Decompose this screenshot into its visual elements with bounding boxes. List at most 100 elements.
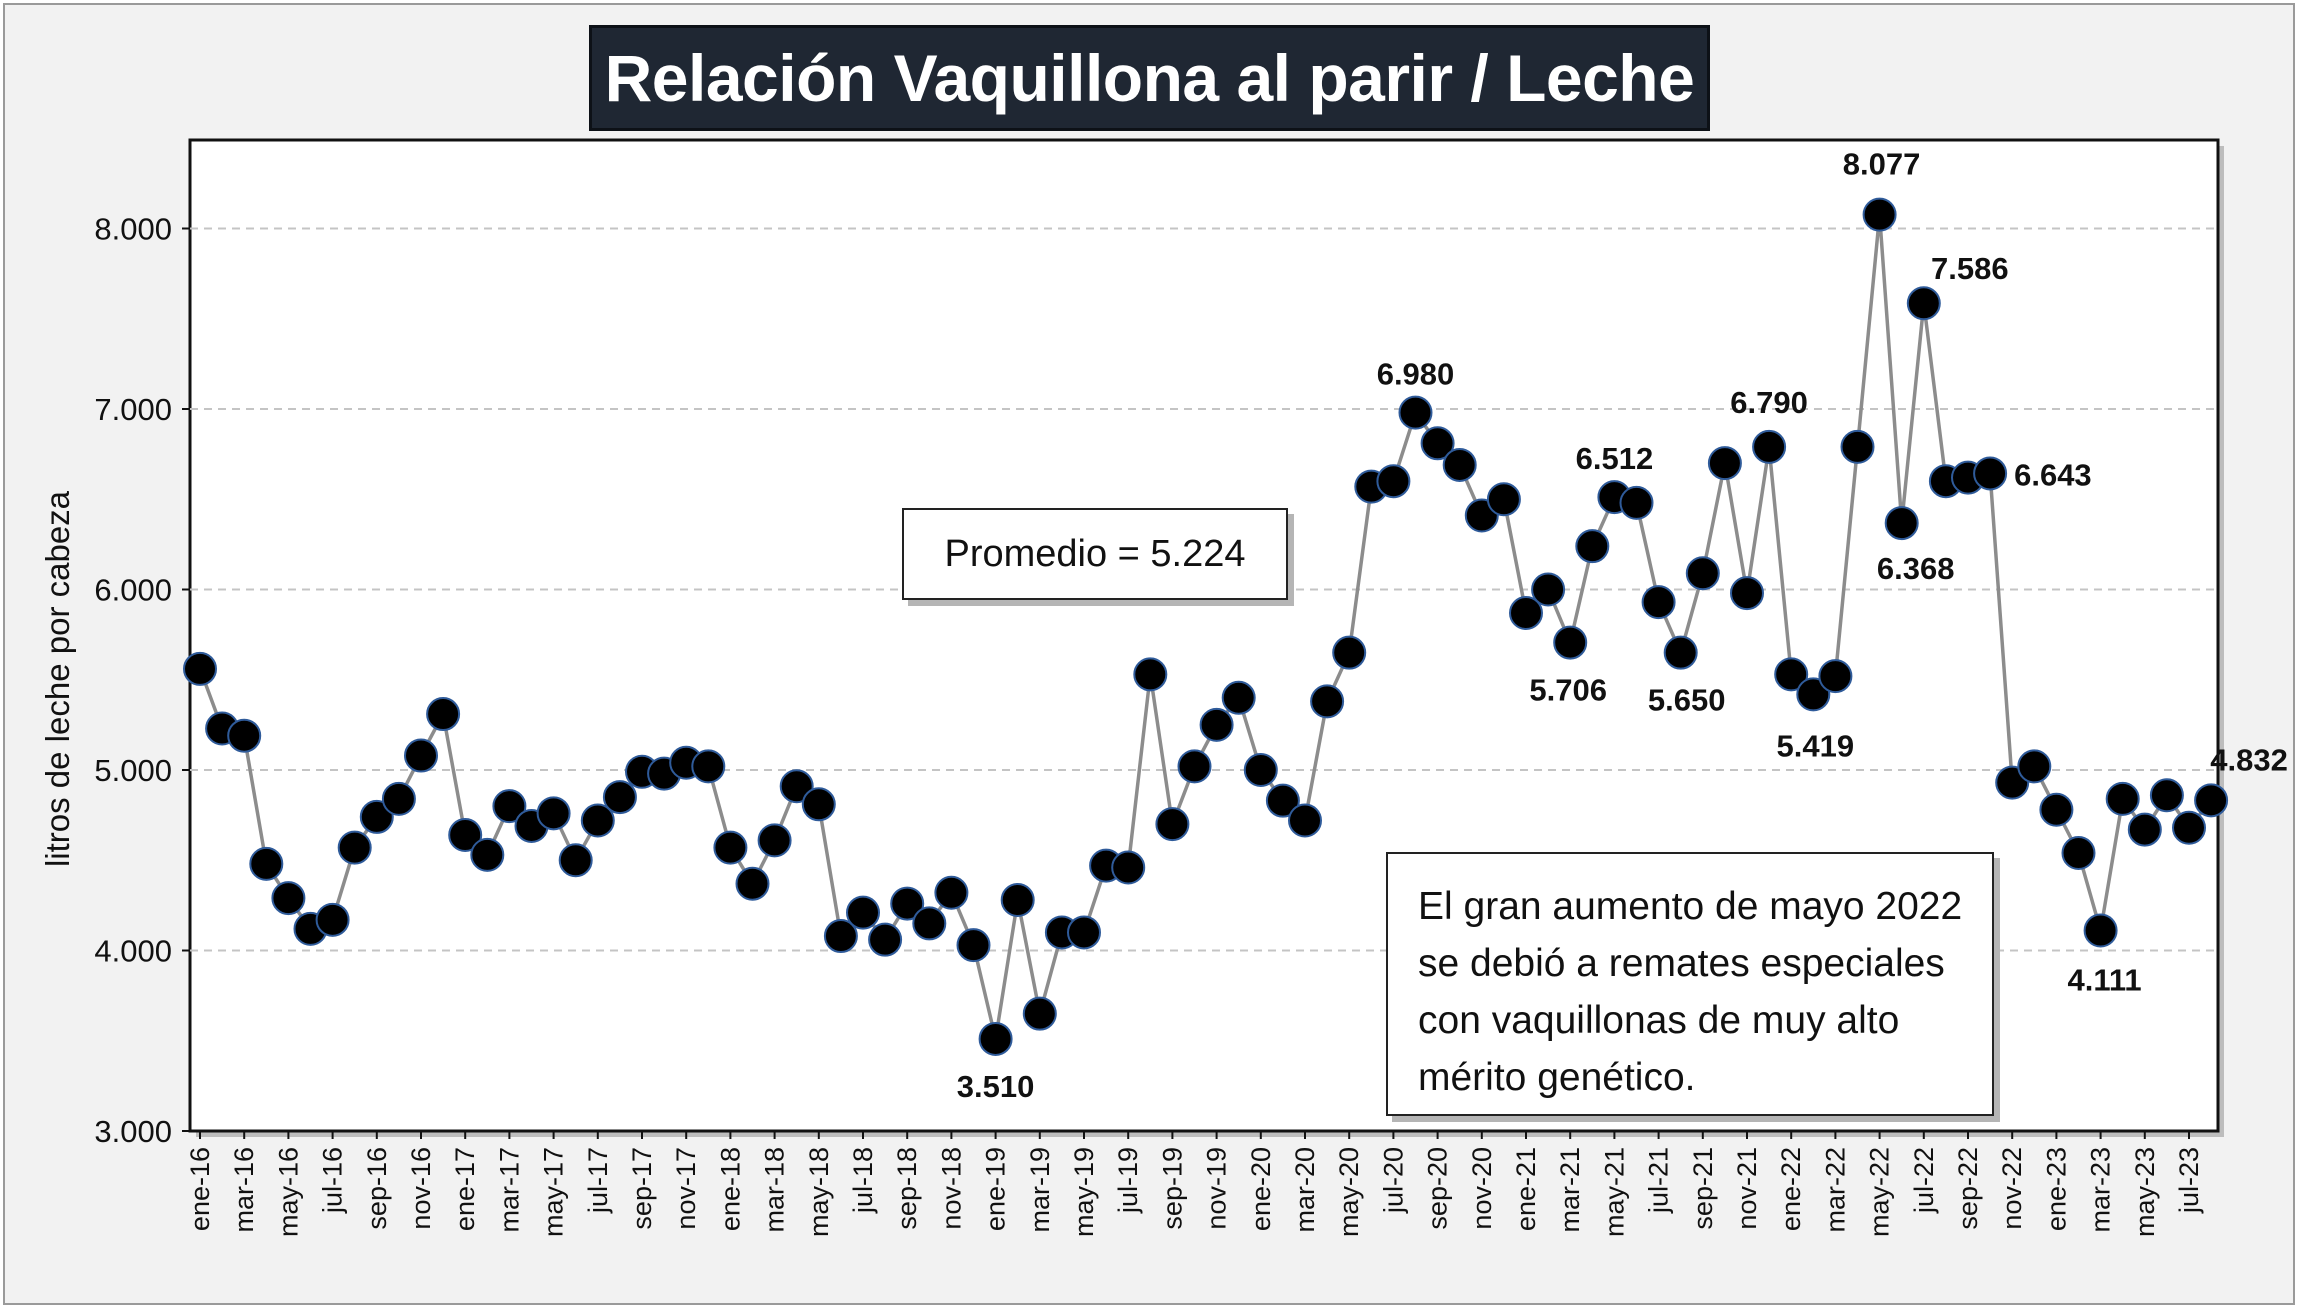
explanation-note: El gran aumento de mayo 2022 se debió a …	[1386, 852, 1994, 1116]
data-point	[2127, 812, 2162, 847]
data-point	[2017, 749, 2052, 784]
data-point	[492, 789, 527, 824]
data-point	[1796, 677, 1831, 712]
data-point	[1243, 753, 1278, 787]
data-point	[868, 922, 903, 957]
x-tick-label: sep-16	[362, 1147, 392, 1230]
data-point	[1575, 529, 1610, 564]
data-point	[1685, 556, 1720, 591]
data-point	[2149, 778, 2184, 813]
x-tick-label: nov-22	[1997, 1147, 2027, 1230]
x-tick-label: mar-18	[760, 1147, 790, 1233]
x-tick-label: nov-19	[1202, 1147, 1232, 1230]
data-point	[359, 799, 394, 834]
x-tick-label: jul-20	[1378, 1147, 1408, 1214]
data-point	[1442, 447, 1477, 482]
data-point	[934, 875, 969, 910]
x-tick-label: sep-19	[1157, 1147, 1187, 1230]
data-point	[2194, 783, 2229, 818]
data-point	[691, 749, 726, 784]
data-point	[2061, 836, 2096, 871]
data-point	[1265, 783, 1300, 818]
x-tick-label: ene-22	[1776, 1147, 1806, 1231]
x-tick-label: ene-19	[981, 1147, 1011, 1231]
data-point	[2039, 792, 2074, 827]
data-point	[1752, 429, 1787, 464]
data-point	[1509, 595, 1543, 630]
x-tick-label: sep-21	[1688, 1147, 1718, 1230]
x-tick-label: nov-17	[671, 1147, 701, 1230]
data-point	[470, 837, 505, 872]
data-point	[1818, 659, 1853, 694]
y-axis-label: litros de leche por cabeza	[39, 490, 76, 868]
data-point	[2083, 913, 2118, 948]
data-point	[404, 738, 438, 773]
data-point	[602, 780, 637, 815]
data-point	[1774, 657, 1809, 692]
data-point	[1420, 426, 1455, 461]
data-point	[978, 1021, 1013, 1056]
x-tick-label: may-21	[1599, 1147, 1629, 1237]
data-label: 6.368	[1877, 551, 1955, 586]
y-tick-label: 6.000	[94, 573, 172, 608]
data-point	[183, 651, 217, 686]
data-label: 7.586	[1931, 251, 2009, 286]
data-point	[448, 817, 483, 852]
data-point	[249, 846, 284, 881]
data-point	[779, 769, 814, 804]
data-label: 5.419	[1777, 728, 1855, 763]
data-point	[1553, 625, 1588, 660]
data-point	[558, 843, 593, 878]
data-point	[1155, 807, 1190, 842]
x-tick-label: sep-17	[627, 1147, 657, 1230]
data-point	[1641, 585, 1676, 620]
x-tick-label: mar-16	[229, 1147, 259, 1233]
data-label: 6.980	[1377, 357, 1455, 392]
x-tick-label: mar-20	[1290, 1147, 1320, 1233]
x-tick-label: jul-21	[1644, 1147, 1674, 1214]
data-label: 4.111	[2068, 962, 2142, 997]
data-point	[536, 796, 571, 831]
y-tick-label: 8.000	[94, 212, 172, 247]
x-tick-label: sep-18	[892, 1147, 922, 1230]
x-tick-label: may-23	[2130, 1147, 2160, 1237]
x-tick-label: nov-16	[406, 1147, 436, 1230]
data-point	[381, 781, 416, 816]
x-tick-label: ene-23	[2041, 1147, 2071, 1231]
data-point	[227, 718, 262, 753]
data-label: 4.832	[2210, 742, 2288, 777]
data-point	[1000, 882, 1035, 917]
x-tick-label: sep-22	[1953, 1147, 1983, 1230]
data-point	[801, 787, 836, 822]
x-tick-label: nov-21	[1732, 1147, 1762, 1230]
x-tick-label: mar-22	[1820, 1147, 1850, 1233]
data-point	[1707, 446, 1742, 481]
data-point	[1973, 456, 2008, 491]
data-point	[1906, 286, 1941, 321]
data-label: 5.706	[1529, 673, 1607, 708]
data-label: 5.650	[1648, 683, 1726, 718]
data-point	[271, 881, 306, 916]
x-tick-label: ene-17	[450, 1147, 480, 1231]
average-annotation: Promedio = 5.224	[902, 508, 1288, 600]
x-tick-label: mar-19	[1025, 1147, 1055, 1233]
data-point	[1177, 749, 1212, 784]
x-tick-label: ene-16	[185, 1147, 215, 1231]
x-tick-label: jul-18	[848, 1147, 878, 1214]
data-label: 6.790	[1730, 385, 1808, 420]
y-tick-label: 3.000	[94, 1114, 172, 1149]
data-point	[2172, 810, 2206, 845]
y-tick-label: 4.000	[94, 934, 172, 969]
x-tick-label: may-16	[273, 1147, 303, 1237]
x-tick-label: ene-21	[1511, 1147, 1541, 1231]
data-point	[757, 823, 792, 858]
data-point	[823, 919, 858, 954]
x-tick-label: sep-20	[1423, 1147, 1453, 1230]
data-point	[713, 830, 748, 865]
data-point	[337, 830, 372, 865]
data-point	[1862, 197, 1897, 232]
data-point	[1221, 680, 1256, 715]
data-point	[1022, 996, 1057, 1031]
data-point	[846, 895, 880, 930]
x-tick-label: mar-21	[1555, 1147, 1585, 1233]
